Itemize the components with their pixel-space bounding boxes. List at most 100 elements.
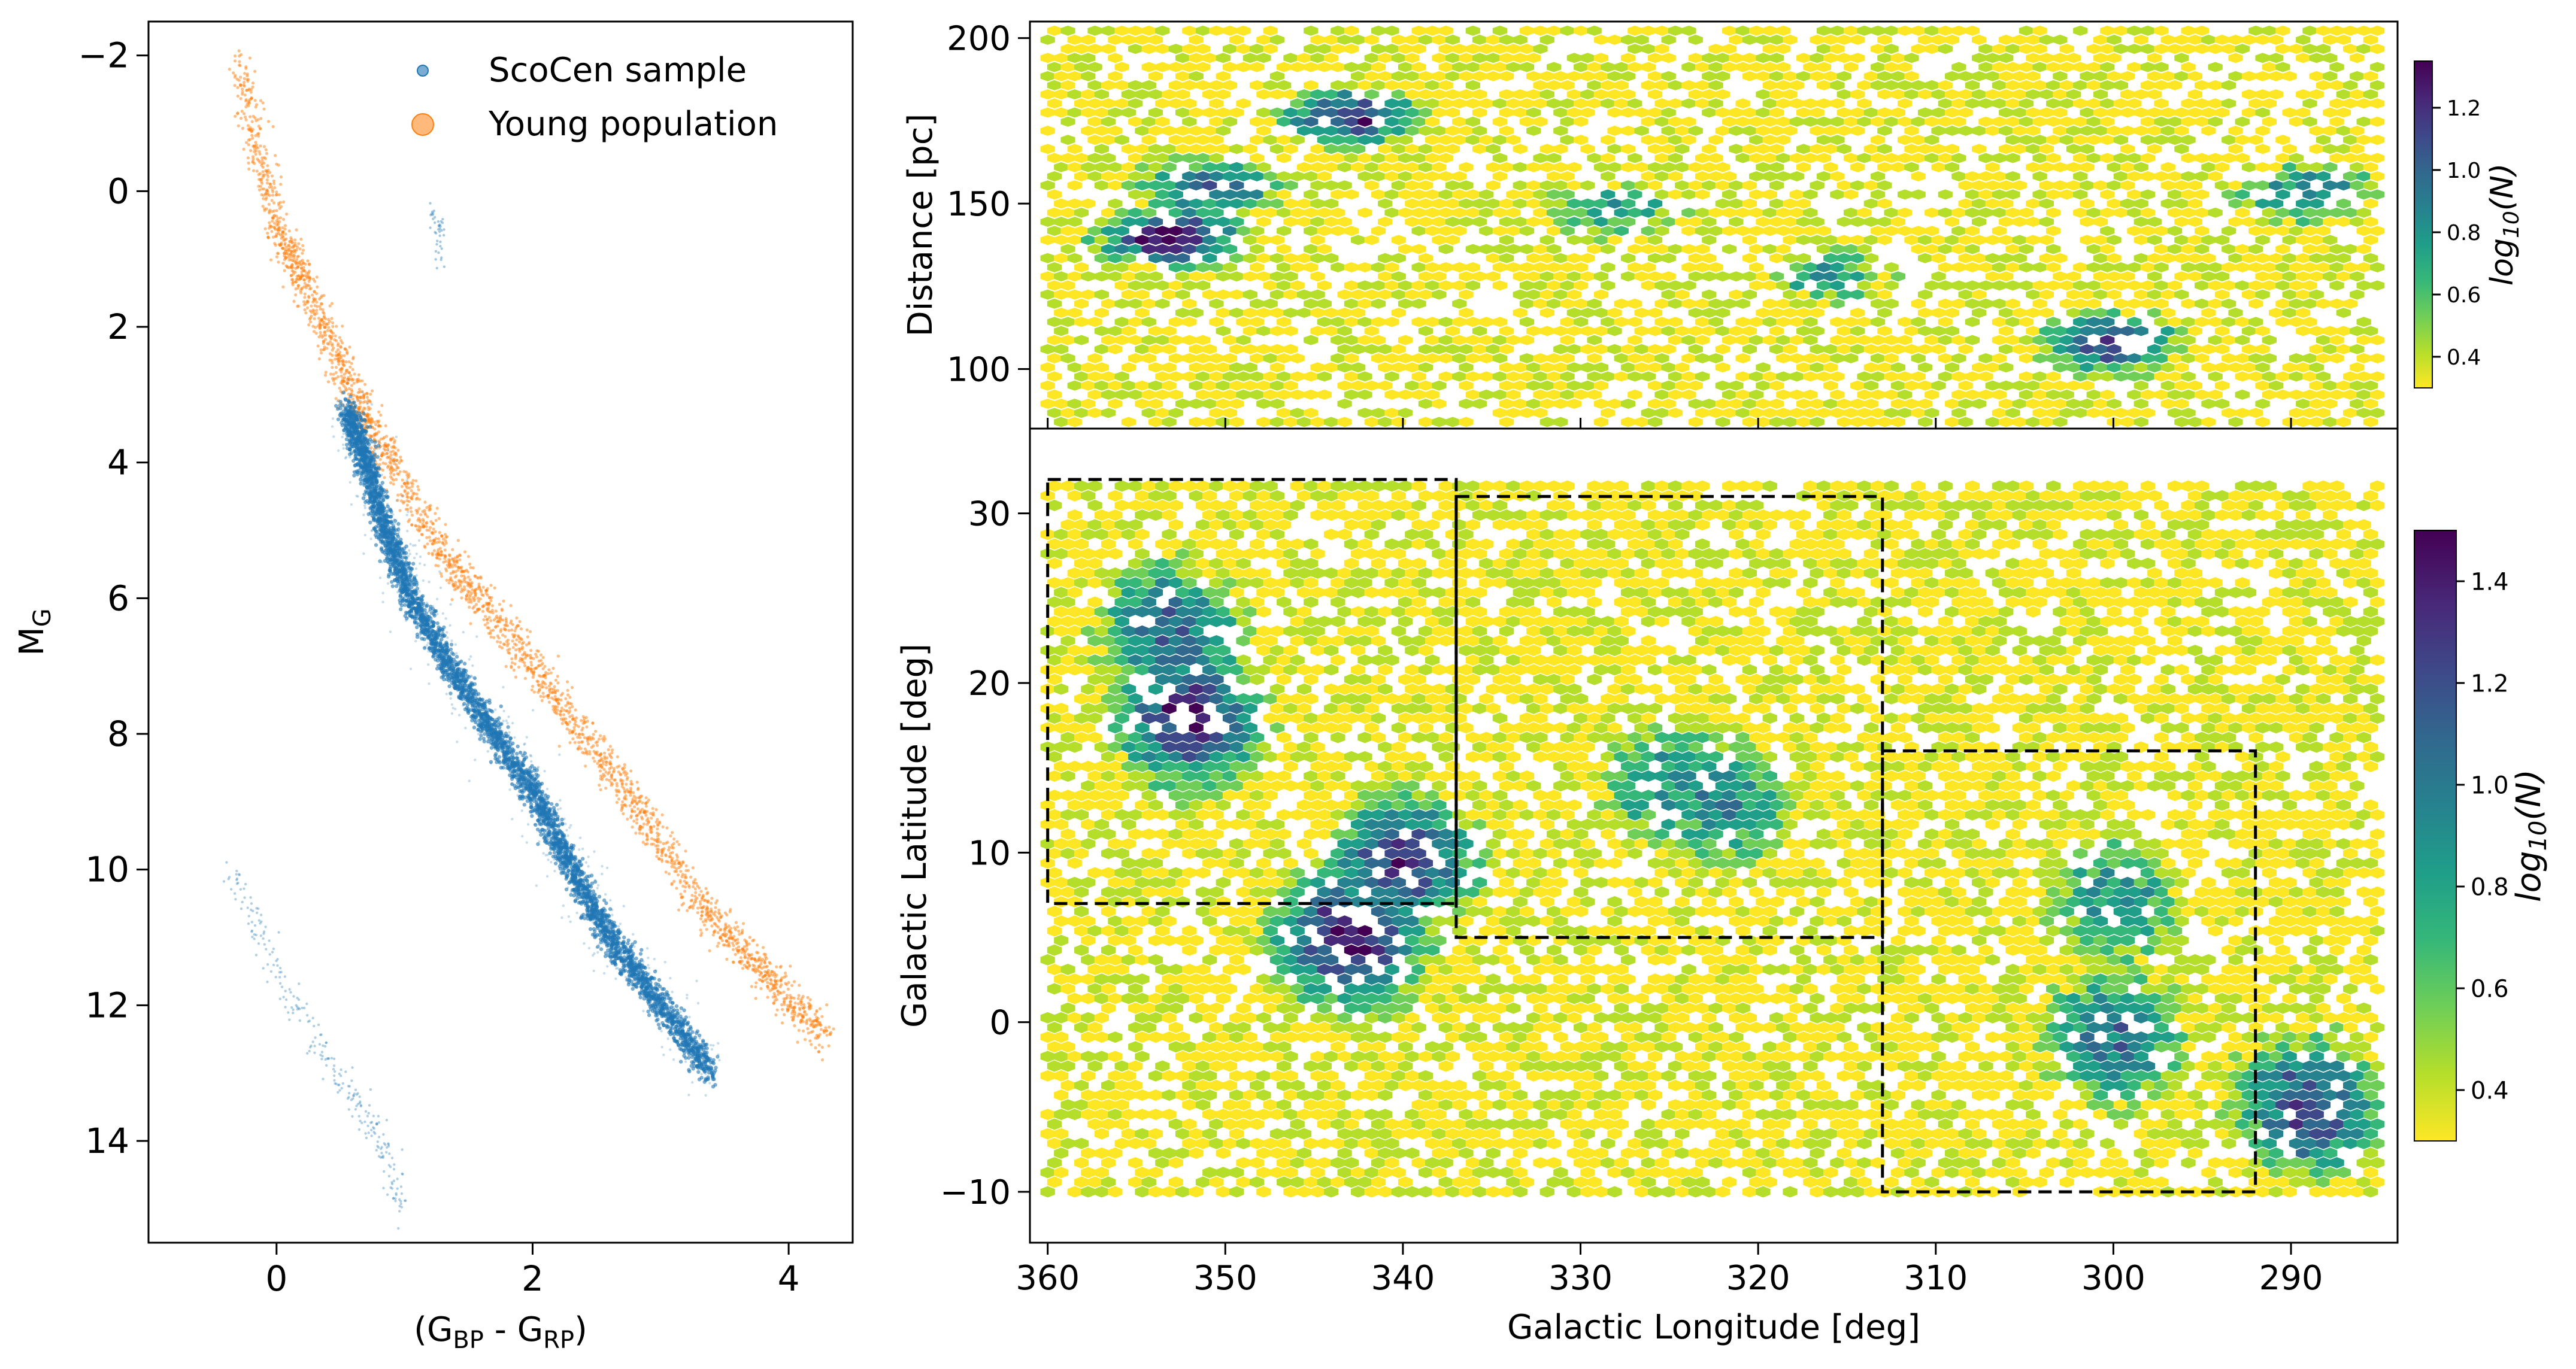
young-point [453,588,456,591]
young-point [635,814,638,818]
young-point [682,901,686,905]
young-point [356,399,359,402]
scocen-point [689,1064,693,1068]
wd-point [301,1006,304,1010]
young-point [341,324,344,328]
young-point [314,326,317,329]
young-point [451,582,455,586]
scocen-halo-point [508,731,511,734]
scocen-halo-point [502,709,505,713]
young-point [275,251,279,255]
young-point [261,101,265,105]
wd-point [337,1083,340,1086]
wd-point [333,1079,336,1082]
giant-point [439,245,442,248]
young-point [645,838,649,842]
young-point [757,978,761,982]
scocen-halo-point [419,634,422,637]
wd-point [380,1146,383,1149]
young-point [454,581,457,584]
young-point [768,989,772,992]
wd-point [398,1210,401,1213]
young-point [466,575,470,579]
young-point [625,782,628,786]
young-point [254,105,257,109]
young-point [702,923,707,927]
young-point [489,584,493,587]
young-point [576,735,580,739]
young-point [620,803,624,807]
wd-point [276,958,279,961]
young-point [746,960,750,963]
wd-point [253,933,256,936]
young-point [278,216,282,220]
young-point [302,266,305,269]
young-point [393,439,396,442]
young-point [612,767,616,770]
young-point [709,907,713,911]
young-point [365,396,369,399]
young-point [814,1025,818,1028]
young-point [435,506,439,510]
young-point [591,721,595,725]
young-point [599,734,602,737]
young-point [784,975,788,978]
young-point [525,643,529,646]
young-point [695,881,698,885]
young-point [681,861,685,864]
young-point [610,781,613,784]
young-point [244,98,248,102]
young-point [736,941,740,945]
young-point [287,244,290,248]
young-point [656,827,659,831]
scocen-point [657,1026,662,1030]
wd-point [387,1145,390,1148]
young-point [505,644,509,648]
young-point [540,699,544,702]
young-point [398,470,402,473]
wd-point [333,1070,337,1073]
young-point [448,578,451,582]
wd-point [387,1164,390,1167]
young-point [829,1031,833,1034]
young-point [253,69,257,73]
young-point [595,750,599,754]
scocen-halo-point [530,760,533,763]
young-point [633,810,637,813]
scocen-halo-point [616,967,619,970]
young-point [352,381,356,385]
young-point [783,1000,786,1003]
wd-point [314,1036,317,1039]
giant-point [430,213,433,215]
young-point [347,392,350,396]
wd-point [386,1193,389,1196]
young-point [313,313,317,317]
young-point [233,59,237,63]
wd-point [334,1082,337,1085]
young-point [362,406,366,410]
scocen-halo-point [559,807,562,810]
young-point [247,138,250,142]
young-point [694,891,698,894]
scocen-halo-point [593,850,596,853]
scocen-halo-point [564,822,567,825]
young-point [268,210,271,213]
wd-point [237,881,240,885]
young-point [279,183,283,186]
wd-point [374,1132,377,1135]
young-point [284,256,288,260]
wd-point [389,1186,392,1189]
young-point [290,238,293,241]
young-point [720,914,723,918]
scocen-halo-point [401,494,404,497]
young-point [239,117,243,120]
wd-point [227,878,230,881]
young-point [761,946,765,949]
young-point [710,901,713,905]
young-point [443,554,447,557]
young-point [747,942,751,946]
young-point [623,803,627,806]
wd-point [388,1152,391,1155]
wd-point [399,1202,402,1206]
young-point [264,192,268,196]
